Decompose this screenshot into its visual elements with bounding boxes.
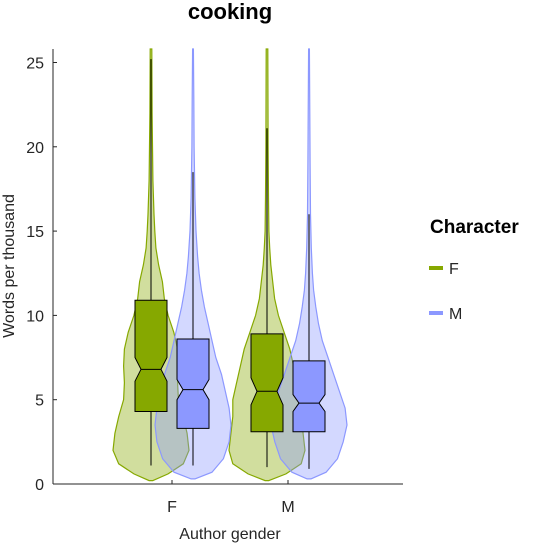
legend-title: Character: [430, 217, 519, 238]
plot-area: [112, 48, 348, 482]
box-f-m: [250, 333, 284, 433]
legend: Character FM: [429, 217, 519, 323]
y-tick-label: 5: [35, 393, 44, 410]
x-tick-label: M: [281, 499, 294, 516]
legend-items: FM: [429, 261, 462, 323]
legend-label: M: [449, 306, 462, 323]
box-m-m: [292, 360, 326, 433]
x-axis-label: Author gender: [179, 526, 281, 543]
y-tick-label: 15: [26, 224, 44, 241]
x-tick-label: F: [167, 499, 177, 516]
legend-label: F: [449, 261, 459, 278]
y-tick-label: 20: [26, 140, 44, 157]
y-tick-label: 0: [35, 477, 44, 494]
y-axis-label: Words per thousand: [1, 194, 18, 338]
box-f-f: [134, 299, 168, 412]
y-axis: 0 5 10 15 20 25: [26, 49, 57, 494]
y-tick-label: 25: [26, 55, 44, 72]
chart-title: cooking: [188, 0, 272, 24]
y-tick-label: 10: [26, 308, 44, 325]
box-m-f: [176, 338, 210, 429]
